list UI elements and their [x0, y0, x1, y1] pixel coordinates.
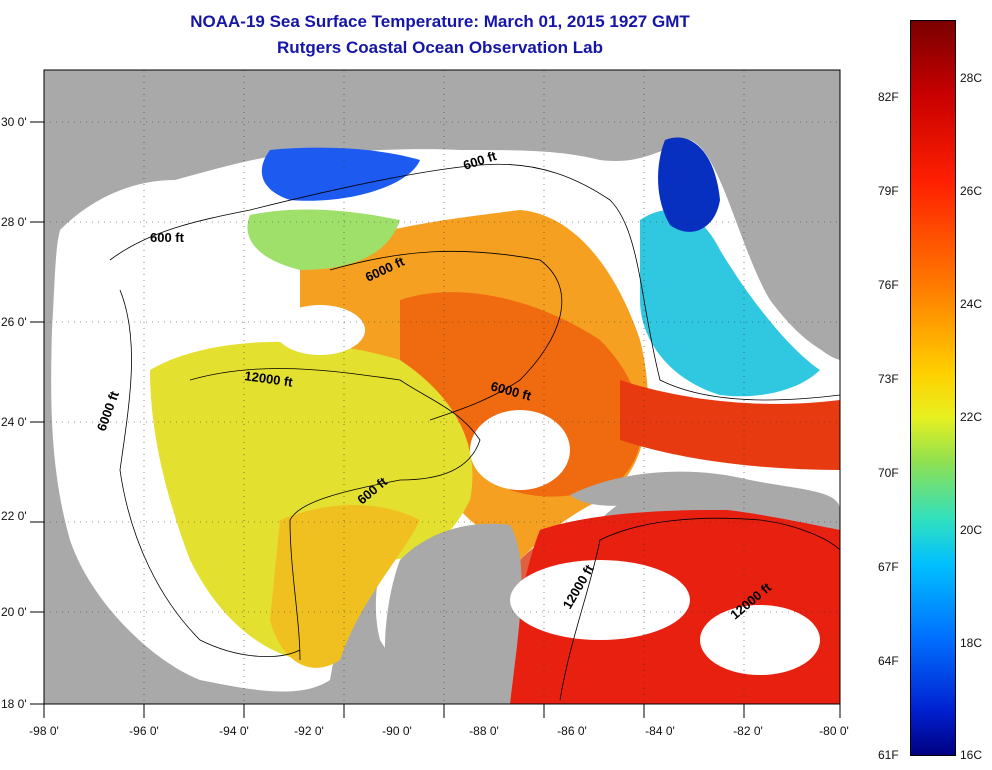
y-axis-label: 18 0' [1, 697, 27, 711]
cloud-patch [510, 560, 690, 640]
cuba-land [570, 471, 840, 530]
sst-blue-north [261, 147, 420, 201]
map-subtitle: Rutgers Coastal Ocean Observation Lab [277, 38, 603, 57]
contour-label: 12000 ft [244, 368, 295, 390]
colorbar-f-label: 64F [878, 654, 899, 668]
y-axis-label: 26 0' [1, 315, 27, 329]
contour-6000ft-2 [329, 250, 563, 421]
sst-green-shelf [247, 209, 400, 270]
temperature-colorbar [910, 20, 956, 756]
colorbar-c-label: 16C [960, 748, 983, 762]
colorbar-c-label: 28C [960, 71, 983, 85]
colorbar-f-label: 67F [878, 560, 899, 574]
x-axis-label: -86 0' [557, 724, 587, 738]
sst-orange-core [400, 292, 642, 497]
contour-6000ft [119, 289, 301, 657]
colorbar-c-label: 18C [960, 636, 983, 650]
map-frame [43, 69, 841, 705]
x-axis-label: -90 0' [382, 724, 412, 738]
yucatan-land [384, 523, 522, 704]
colorbar-c-label: 22C [960, 410, 983, 424]
axis-ticks [30, 121, 841, 718]
sst-yellow-west [150, 341, 473, 660]
florida-land [730, 116, 840, 360]
x-axis-label: -98 0' [29, 724, 59, 738]
colorbar-f-label: 61F [878, 748, 899, 762]
x-axis-label: -88 0' [469, 724, 499, 738]
y-axis-label: 20 0' [1, 605, 27, 619]
colorbar-c-label: 26C [960, 184, 983, 198]
x-axis-label: -80 0' [819, 724, 849, 738]
colorbar-c-label: 20C [960, 523, 983, 537]
sst-red-east [620, 380, 840, 470]
y-axis-label: 24 0' [1, 415, 27, 429]
contour-12000ft [189, 368, 481, 661]
contour-600ft [109, 163, 840, 401]
colorbar-f-label: 70F [878, 466, 899, 480]
y-axis-label: 30 0' [1, 115, 27, 129]
grid [44, 70, 840, 704]
cloud-patch [275, 305, 365, 355]
sst-yellow-south [270, 505, 420, 668]
colorbar-c-label: 24C [960, 297, 983, 311]
cloud-patch [700, 605, 820, 675]
x-axis-label: -84 0' [645, 724, 675, 738]
x-axis-label: -94 0' [219, 724, 249, 738]
cloud-patch [470, 410, 570, 490]
sst-bigbend-blue [658, 137, 720, 232]
colorbar-f-label: 82F [878, 90, 899, 104]
x-axis-label: -92 0' [294, 724, 324, 738]
map-title: NOAA-19 Sea Surface Temperature: March 0… [190, 12, 690, 31]
colorbar-f-label: 73F [878, 372, 899, 386]
contour-caribbean [559, 517, 840, 701]
colorbar-f-label: 76F [878, 278, 899, 292]
x-axis-label: -82 0' [733, 724, 763, 738]
y-axis-label: 22 0' [1, 509, 27, 523]
contour-label: 600 ft [150, 230, 185, 245]
y-axis-label: 28 0' [1, 215, 27, 229]
sst-map: 600 ft 600 ft 6000 ft 6000 ft 12000 ft 6… [30, 69, 841, 718]
x-axis-label: -96 0' [129, 724, 159, 738]
sst-florida-shelf [640, 210, 820, 397]
colorbar-f-label: 79F [878, 184, 899, 198]
